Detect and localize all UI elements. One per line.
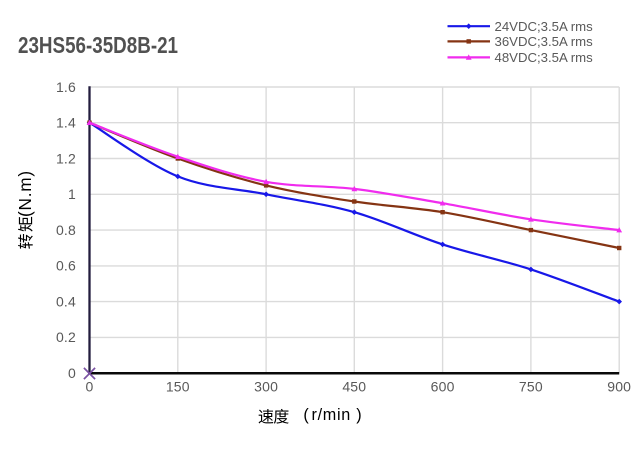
svg-text:1: 1 [68,186,76,202]
svg-text:36VDC;3.5A rms: 36VDC;3.5A rms [495,34,594,49]
svg-text:0.2: 0.2 [56,329,76,345]
svg-text:0.4: 0.4 [56,293,76,309]
svg-text:(N.m): (N.m) [15,170,35,217]
svg-text:): ) [356,406,361,424]
svg-text:750: 750 [519,378,543,394]
svg-text:r/min: r/min [312,406,351,424]
svg-text:24VDC;3.5A rms: 24VDC;3.5A rms [495,19,594,34]
svg-text:1.4: 1.4 [56,115,76,131]
svg-text:150: 150 [166,378,190,394]
svg-text:0: 0 [68,365,76,381]
svg-text:300: 300 [254,378,278,394]
svg-text:1.2: 1.2 [56,150,76,166]
svg-text:900: 900 [607,378,631,394]
svg-text:0.8: 0.8 [56,222,76,238]
svg-text:(: ( [303,406,309,424]
svg-text:600: 600 [431,378,455,394]
svg-text:1.6: 1.6 [56,79,76,95]
svg-text:0.6: 0.6 [56,258,76,274]
svg-text:0: 0 [86,378,94,394]
svg-text:450: 450 [342,378,366,394]
svg-text:48VDC;3.5A rms: 48VDC;3.5A rms [495,50,594,65]
